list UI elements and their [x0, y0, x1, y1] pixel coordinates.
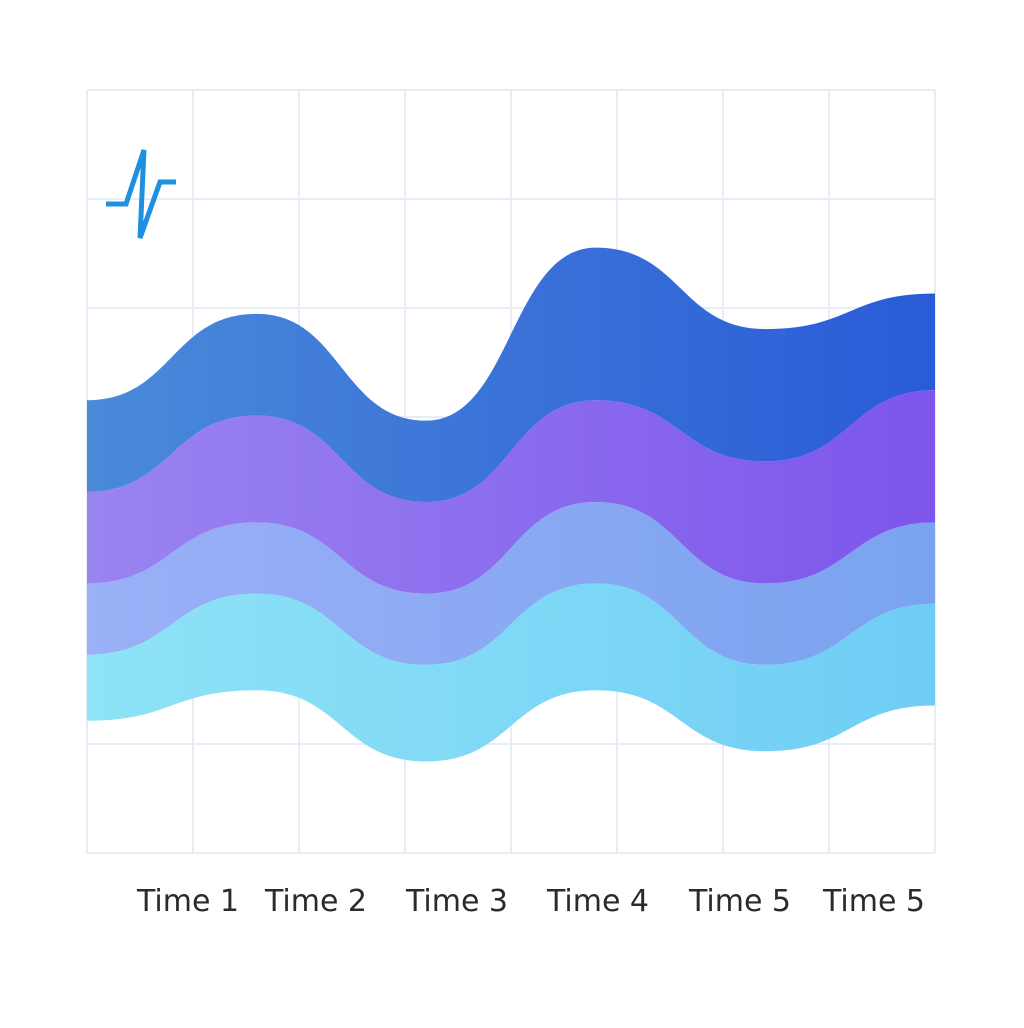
stream-layer-4 — [87, 247, 935, 503]
x-tick-label: Time 5 — [822, 884, 926, 919]
x-tick-label: Time 5 — [688, 884, 792, 919]
x-tick-label: Time 3 — [405, 884, 509, 919]
x-tick-label: Time 4 — [546, 884, 650, 919]
stream-layer-1 — [87, 583, 935, 762]
x-tick-label: Time 1 — [136, 884, 240, 919]
pulse-icon — [106, 149, 176, 239]
x-tick-label: Time 2 — [264, 884, 368, 919]
stream-layers — [87, 247, 935, 762]
stream-layer-3 — [87, 390, 935, 594]
stream-layer-2 — [87, 502, 935, 665]
